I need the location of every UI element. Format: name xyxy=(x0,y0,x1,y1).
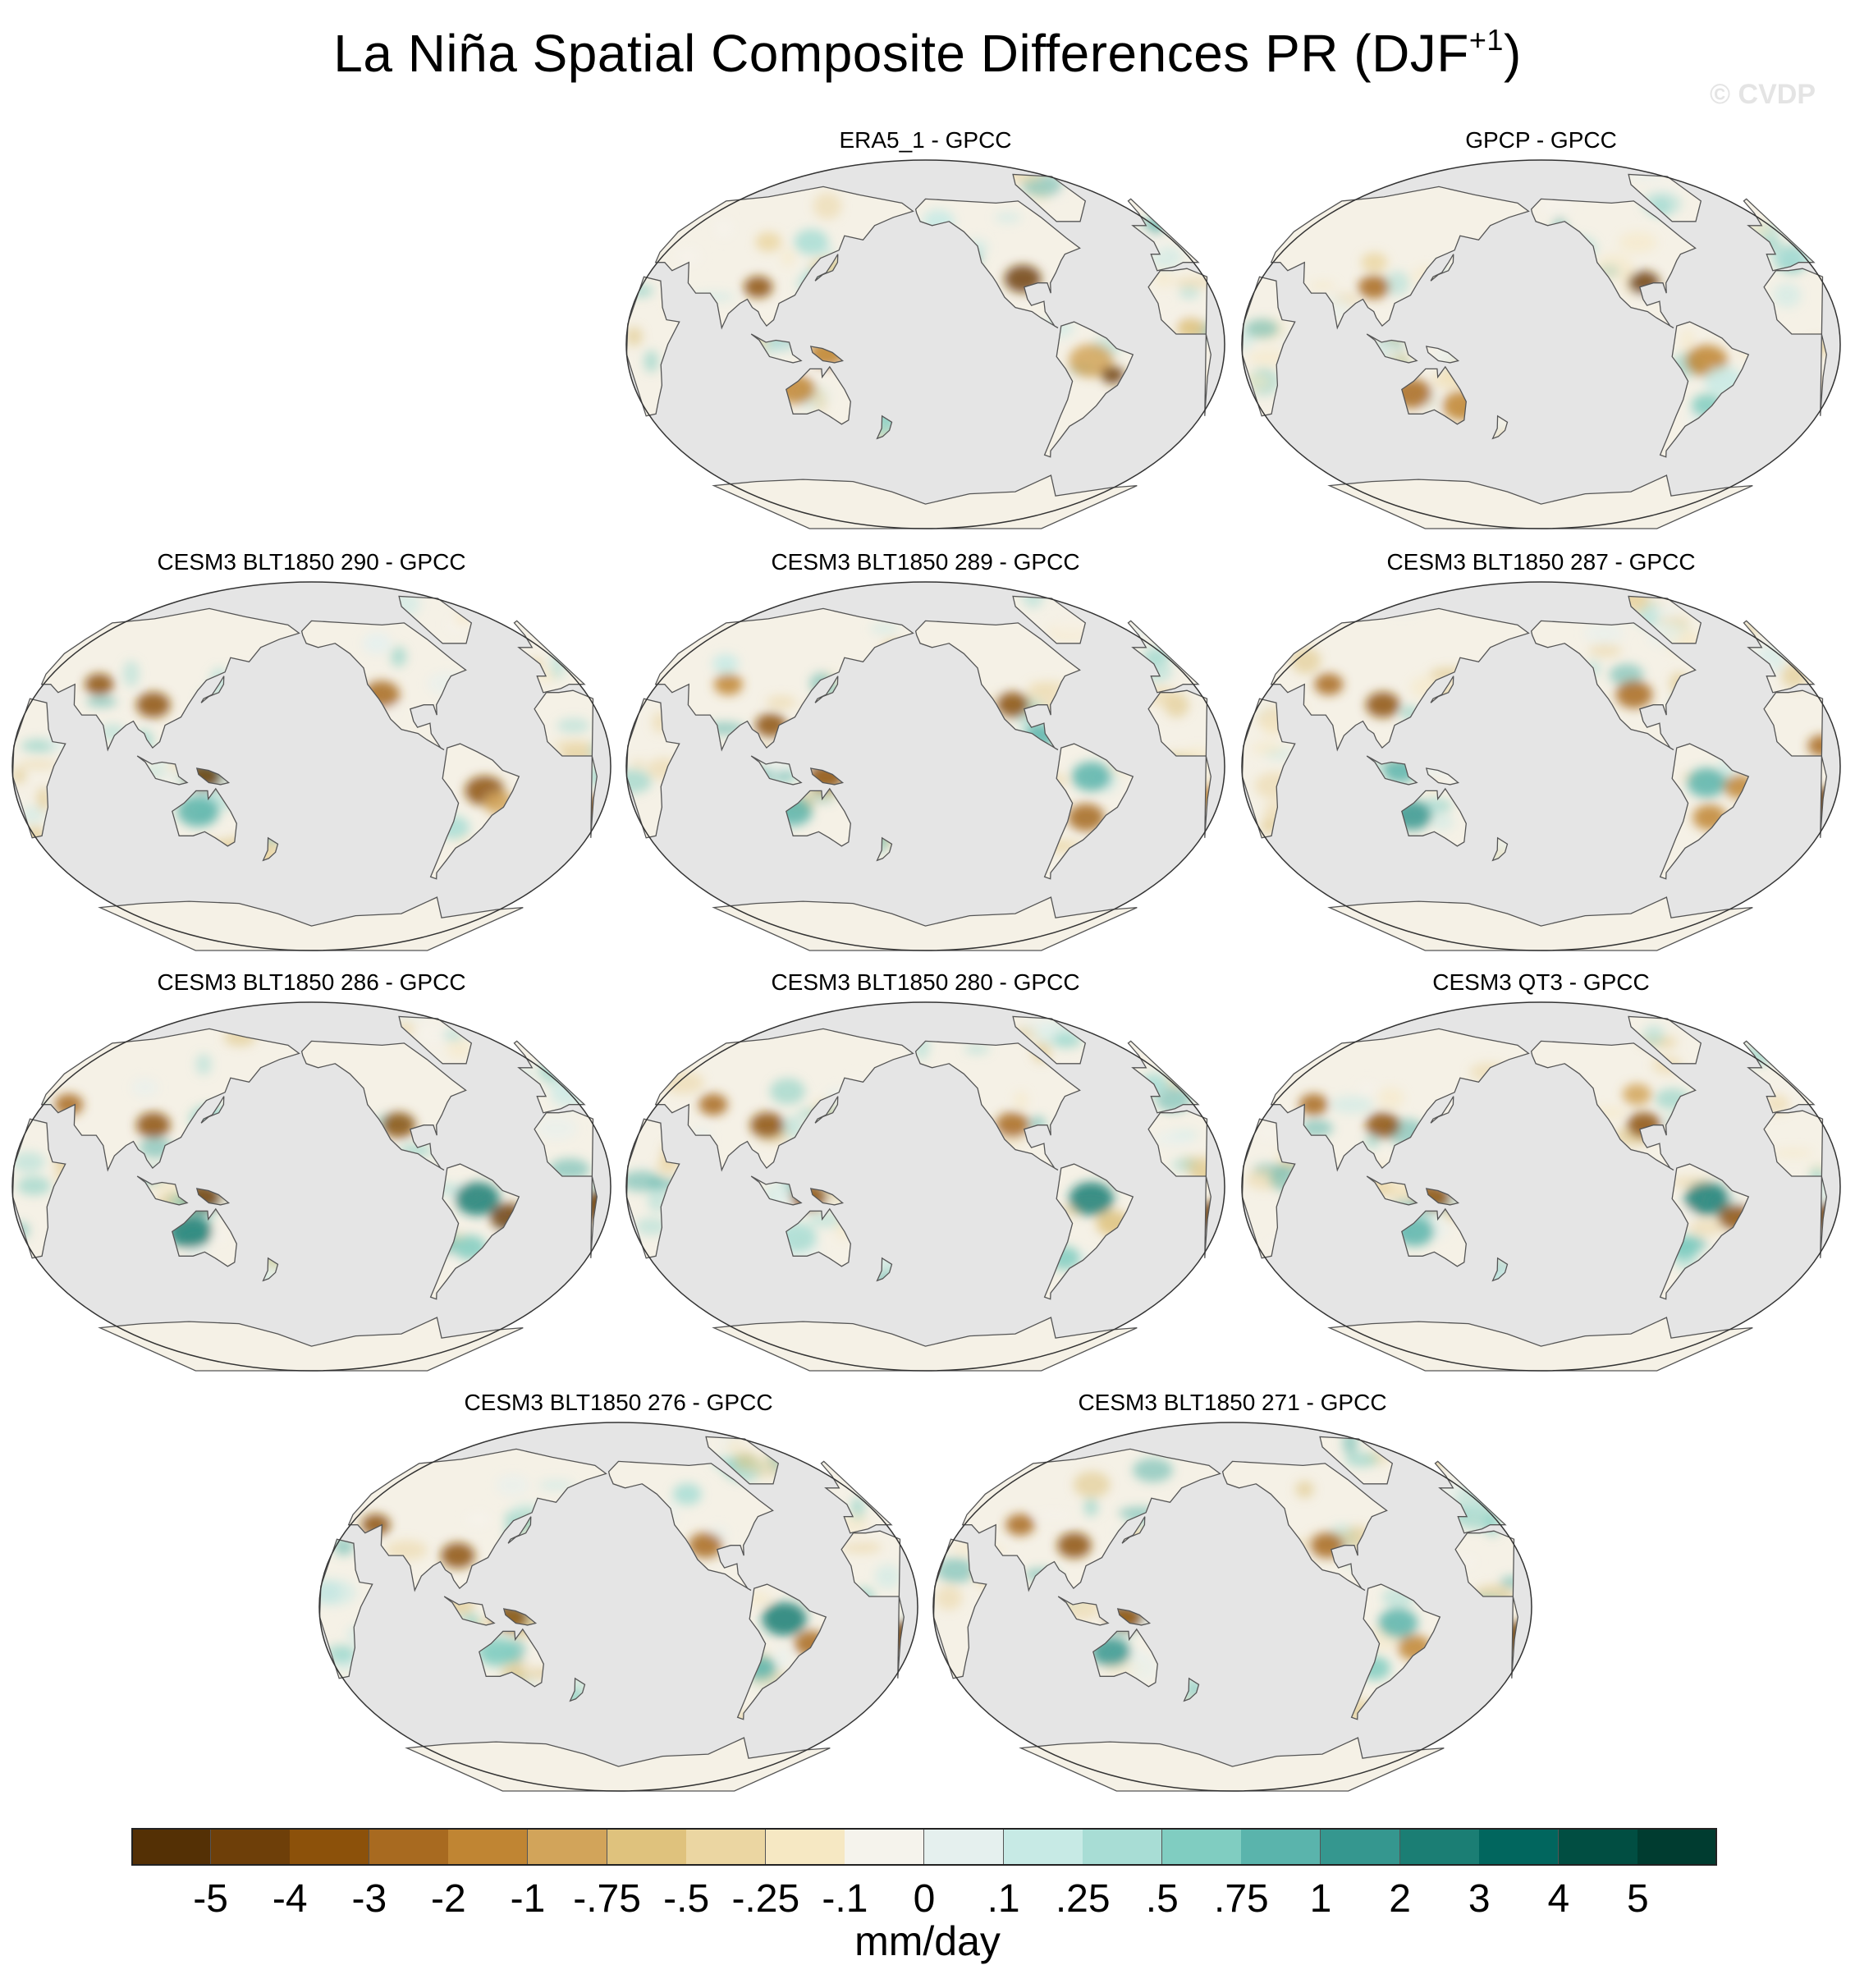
panel-title: CESM3 BLT1850 289 - GPCC xyxy=(771,549,1080,575)
panel-title: CESM3 BLT1850 280 - GPCC xyxy=(771,969,1080,995)
colorbar-tick-label: -2 xyxy=(431,1877,466,1921)
colorbar-tick-label: 2 xyxy=(1389,1877,1411,1921)
colorbar-tick-label: -3 xyxy=(351,1877,387,1921)
colorbar-tick-label: -1 xyxy=(510,1877,546,1921)
coastlines xyxy=(1241,173,1827,529)
map-border xyxy=(625,159,1225,529)
colorbar-box xyxy=(924,1828,1005,1866)
colorbar-tick-label: -.25 xyxy=(731,1877,800,1921)
map-border xyxy=(1241,581,1841,951)
map-panel-qt3: CESM3 QT3 - GPCC xyxy=(1239,969,1843,1377)
world-map xyxy=(932,1422,1532,1792)
colorbar-tick-label: .25 xyxy=(1055,1877,1111,1921)
colorbar-box xyxy=(845,1828,925,1866)
colorbar-box xyxy=(528,1828,608,1866)
map-border xyxy=(932,1422,1532,1792)
title-superscript: +1 xyxy=(1468,22,1504,57)
colorbar-tick-label: 3 xyxy=(1468,1877,1491,1921)
panel-title: CESM3 QT3 - GPCC xyxy=(1432,969,1650,995)
map-border xyxy=(318,1422,918,1792)
map-border xyxy=(625,1001,1225,1372)
cvdp-watermark: © CVDP xyxy=(1710,79,1816,110)
title-close-paren: ) xyxy=(1503,24,1522,83)
panel-title: CESM3 BLT1850 271 - GPCC xyxy=(1078,1390,1387,1415)
world-map xyxy=(1241,581,1841,951)
world-map xyxy=(625,159,1225,529)
colorbar-box xyxy=(1161,1828,1242,1866)
map-panel-blt1850-280: CESM3 BLT1850 280 - GPCC xyxy=(624,969,1227,1377)
panel-title: ERA5_1 - GPCC xyxy=(839,127,1012,153)
colorbar-tick-label: 1 xyxy=(1309,1877,1332,1921)
colorbar-tick-label: .5 xyxy=(1145,1877,1179,1921)
panel-title: CESM3 BLT1850 286 - GPCC xyxy=(157,969,466,995)
coastlines xyxy=(932,1436,1518,1792)
colorbar-box xyxy=(1558,1828,1638,1866)
map-panel-gpcp: GPCP - GPCC xyxy=(1239,126,1843,535)
colorbar-box xyxy=(1399,1828,1480,1866)
colorbar-box xyxy=(1241,1828,1321,1866)
colorbar-box xyxy=(290,1828,370,1866)
colorbar-tick-label: 0 xyxy=(913,1877,936,1921)
colorbar-box xyxy=(607,1828,687,1866)
panel-title: CESM3 BLT1850 276 - GPCC xyxy=(464,1390,773,1415)
colorbar-box xyxy=(210,1828,291,1866)
coastlines xyxy=(1241,595,1827,951)
coastlines xyxy=(11,595,598,951)
map-border xyxy=(625,581,1225,951)
coastlines xyxy=(625,595,1211,951)
colorbar-tick-label: -4 xyxy=(272,1877,308,1921)
map-border xyxy=(11,581,611,951)
colorbar-tick-label: .1 xyxy=(987,1877,1020,1921)
colorbar-tick-label: .75 xyxy=(1214,1877,1269,1921)
colorbar-box xyxy=(1083,1828,1163,1866)
colorbar xyxy=(131,1828,1718,1866)
colorbar-tick-label: -.75 xyxy=(573,1877,641,1921)
colorbar-tick-label: 5 xyxy=(1627,1877,1649,1921)
colorbar-box xyxy=(765,1828,845,1866)
map-panel-blt1850-271: CESM3 BLT1850 271 - GPCC xyxy=(931,1389,1534,1798)
map-panel-blt1850-289: CESM3 BLT1850 289 - GPCC xyxy=(624,548,1227,957)
colorbar-box xyxy=(1321,1828,1401,1866)
world-map xyxy=(318,1422,918,1792)
figure-title: La Niña Spatial Composite Differences PR… xyxy=(0,23,1855,84)
colorbar-box xyxy=(686,1828,767,1866)
colorbar-box xyxy=(1637,1828,1718,1866)
colorbar-box xyxy=(369,1828,449,1866)
colorbar-tick-label: -5 xyxy=(193,1877,228,1921)
colorbar-box xyxy=(131,1828,212,1866)
coastlines xyxy=(1241,1015,1827,1372)
world-map xyxy=(11,1001,611,1372)
map-panel-blt1850-287: CESM3 BLT1850 287 - GPCC xyxy=(1239,548,1843,957)
map-border xyxy=(1241,159,1841,529)
colorbar-box xyxy=(1003,1828,1083,1866)
title-text: La Niña Spatial Composite Differences PR… xyxy=(333,24,1469,83)
world-map xyxy=(1241,159,1841,529)
world-map xyxy=(11,581,611,951)
map-panel-era5: ERA5_1 - GPCC xyxy=(624,126,1227,535)
colorbar-units: mm/day xyxy=(854,1918,1001,1964)
coastlines xyxy=(625,173,1211,529)
coastlines xyxy=(625,1015,1211,1372)
map-border xyxy=(11,1001,611,1372)
world-map xyxy=(625,1001,1225,1372)
map-panel-blt1850-290: CESM3 BLT1850 290 - GPCC xyxy=(10,548,613,957)
colorbar-tick-label: -.5 xyxy=(663,1877,710,1921)
colorbar-box xyxy=(448,1828,529,1866)
panel-title: GPCP - GPCC xyxy=(1465,127,1617,153)
panel-title: CESM3 BLT1850 290 - GPCC xyxy=(157,549,466,575)
world-map xyxy=(625,581,1225,951)
world-map xyxy=(1241,1001,1841,1372)
colorbar-box xyxy=(1479,1828,1560,1866)
coastlines xyxy=(318,1436,905,1792)
coastlines xyxy=(11,1015,598,1372)
colorbar-tick-label: -.1 xyxy=(822,1877,868,1921)
map-border xyxy=(1241,1001,1841,1372)
panel-title: CESM3 BLT1850 287 - GPCC xyxy=(1386,549,1696,575)
colorbar-tick-label: 4 xyxy=(1547,1877,1570,1921)
map-panel-blt1850-286: CESM3 BLT1850 286 - GPCC xyxy=(10,969,613,1377)
map-panel-blt1850-276: CESM3 BLT1850 276 - GPCC xyxy=(317,1389,920,1798)
